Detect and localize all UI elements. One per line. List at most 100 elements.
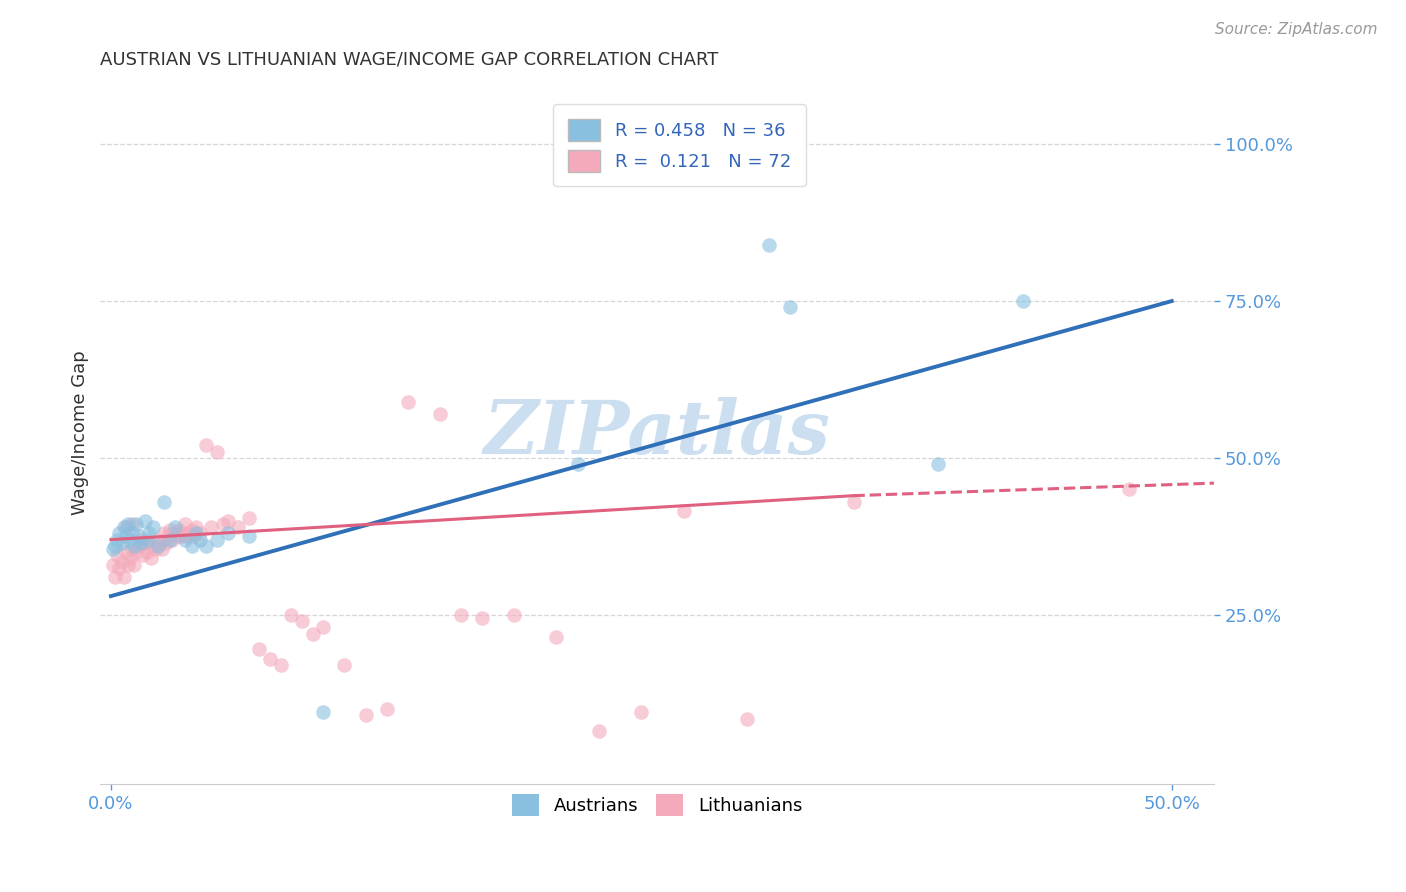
Point — [121, 541, 143, 556]
Point — [118, 551, 141, 566]
Point — [105, 533, 128, 547]
Point — [153, 526, 176, 541]
Point — [429, 407, 451, 421]
Y-axis label: Wage/Income Gap: Wage/Income Gap — [72, 351, 89, 516]
Point — [180, 523, 202, 537]
Point — [101, 541, 124, 556]
Point — [179, 526, 201, 541]
Point — [184, 526, 207, 541]
Point — [142, 520, 165, 534]
Point — [226, 520, 249, 534]
Point — [212, 516, 235, 531]
Point — [128, 539, 150, 553]
Point — [157, 529, 180, 543]
Point — [737, 712, 759, 726]
Point — [162, 533, 184, 547]
Point — [136, 533, 159, 547]
Point — [375, 702, 398, 716]
Point — [167, 523, 190, 537]
Point — [396, 394, 419, 409]
Point — [108, 561, 131, 575]
Point — [312, 705, 335, 719]
Point — [146, 539, 169, 553]
Point — [630, 705, 652, 719]
Point — [588, 724, 610, 739]
Point — [188, 526, 211, 541]
Legend: Austrians, Lithuanians: Austrians, Lithuanians — [503, 785, 811, 824]
Point — [471, 611, 494, 625]
Point — [159, 533, 181, 547]
Point — [138, 526, 160, 541]
Point — [291, 614, 314, 628]
Point — [163, 526, 186, 541]
Point — [141, 551, 163, 566]
Point — [108, 526, 131, 541]
Point — [149, 535, 172, 549]
Point — [172, 526, 194, 541]
Point — [110, 535, 132, 549]
Point — [354, 708, 377, 723]
Point — [117, 558, 139, 572]
Point — [217, 526, 239, 541]
Point — [145, 541, 167, 556]
Point — [270, 658, 292, 673]
Point — [174, 533, 197, 547]
Point — [249, 642, 271, 657]
Point — [176, 529, 198, 543]
Point — [124, 558, 146, 572]
Point — [195, 438, 218, 452]
Point — [163, 520, 186, 534]
Point — [1118, 483, 1140, 497]
Point — [124, 539, 146, 553]
Point — [138, 535, 160, 549]
Point — [312, 620, 335, 634]
Point — [114, 545, 136, 559]
Point — [503, 607, 526, 622]
Point — [188, 533, 211, 547]
Point — [129, 535, 152, 549]
Point — [142, 539, 165, 553]
Point — [200, 520, 222, 534]
Point — [280, 607, 302, 622]
Point — [114, 529, 136, 543]
Point — [159, 523, 181, 537]
Point — [104, 539, 127, 553]
Point — [114, 520, 136, 534]
Point — [129, 533, 152, 547]
Point — [217, 514, 239, 528]
Point — [180, 539, 202, 553]
Text: ZIPatlas: ZIPatlas — [484, 397, 831, 469]
Point — [170, 529, 193, 543]
Point — [134, 535, 156, 549]
Text: AUSTRIAN VS LITHUANIAN WAGE/INCOME GAP CORRELATION CHART: AUSTRIAN VS LITHUANIAN WAGE/INCOME GAP C… — [100, 51, 718, 69]
Point — [125, 545, 148, 559]
Point — [125, 516, 148, 531]
Point — [104, 570, 127, 584]
Point — [205, 533, 228, 547]
Point — [205, 444, 228, 458]
Point — [1012, 294, 1035, 309]
Point — [128, 529, 150, 543]
Point — [117, 516, 139, 531]
Point — [110, 555, 132, 569]
Point — [134, 514, 156, 528]
Point — [112, 520, 135, 534]
Point — [121, 526, 143, 541]
Point — [153, 495, 176, 509]
Point — [118, 533, 141, 547]
Point — [450, 607, 472, 622]
Point — [174, 516, 197, 531]
Point — [758, 237, 780, 252]
Point — [238, 510, 260, 524]
Point — [155, 535, 177, 549]
Point — [132, 549, 155, 563]
Point — [567, 457, 589, 471]
Point — [259, 652, 281, 666]
Point — [150, 541, 173, 556]
Point — [112, 570, 135, 584]
Point — [546, 630, 568, 644]
Text: Source: ZipAtlas.com: Source: ZipAtlas.com — [1215, 22, 1378, 37]
Point — [301, 627, 323, 641]
Point — [184, 520, 207, 534]
Point — [146, 533, 169, 547]
